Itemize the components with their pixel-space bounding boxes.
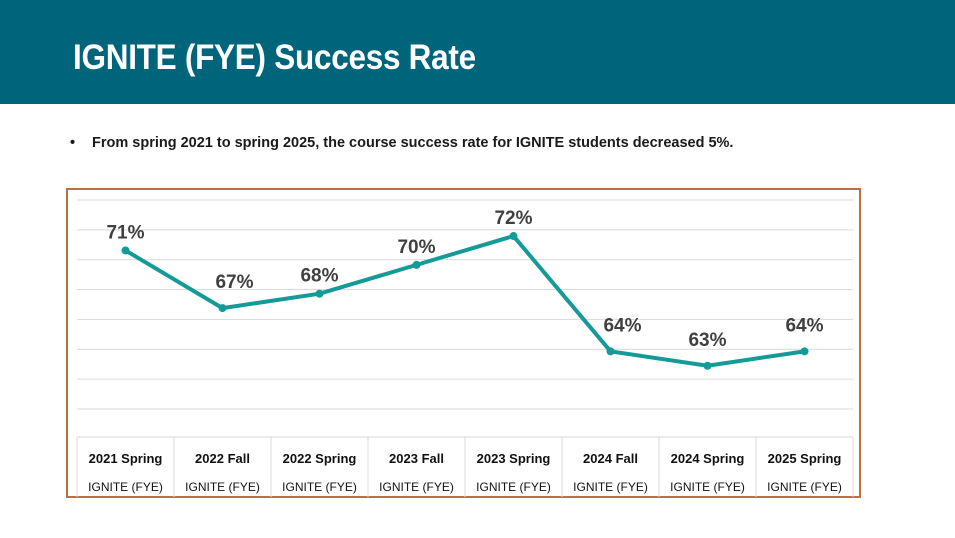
data-point — [218, 304, 227, 313]
category-sublabel: IGNITE (FYE) — [185, 480, 260, 494]
category-sublabel: IGNITE (FYE) — [767, 480, 842, 494]
bullet-icon: • — [70, 135, 76, 151]
category-sublabel: IGNITE (FYE) — [88, 480, 163, 494]
data-label: 64% — [603, 315, 641, 336]
title-banner: IGNITE (FYE) Success Rate — [0, 0, 955, 104]
data-point — [315, 289, 324, 298]
category-sublabel: IGNITE (FYE) — [573, 480, 648, 494]
data-label: 68% — [300, 266, 338, 287]
data-point — [509, 232, 518, 241]
category-label: 2024 Spring — [671, 451, 745, 466]
series-line — [124, 234, 805, 368]
chart-frame — [66, 188, 861, 498]
category-sublabel: IGNITE (FYE) — [379, 480, 454, 494]
data-label: 64% — [785, 315, 823, 336]
slide-title: IGNITE (FYE) Success Rate — [73, 38, 476, 77]
category-label: 2023 Spring — [477, 451, 551, 466]
data-label: 71% — [106, 222, 144, 243]
data-label: 63% — [688, 330, 726, 351]
bullet-point: • From spring 2021 to spring 2025, the co… — [70, 135, 733, 151]
data-label: 72% — [494, 208, 532, 229]
data-point — [121, 246, 130, 255]
category-label: 2025 Spring — [768, 451, 842, 466]
category-sublabel: IGNITE (FYE) — [476, 480, 551, 494]
data-point — [703, 361, 712, 370]
data-point — [800, 347, 809, 356]
data-point — [606, 347, 615, 356]
data-point — [412, 260, 421, 269]
category-label: 2024 Fall — [583, 451, 638, 466]
category-label: 2023 Fall — [389, 451, 444, 466]
category-label: 2022 Fall — [195, 451, 250, 466]
bullet-text: From spring 2021 to spring 2025, the cou… — [92, 135, 734, 151]
category-sublabel: IGNITE (FYE) — [282, 480, 357, 494]
category-label: 2021 Spring — [89, 451, 163, 466]
data-label: 70% — [397, 237, 435, 258]
category-sublabel: IGNITE (FYE) — [670, 480, 745, 494]
data-label: 67% — [215, 272, 253, 293]
category-label: 2022 Spring — [283, 451, 357, 466]
